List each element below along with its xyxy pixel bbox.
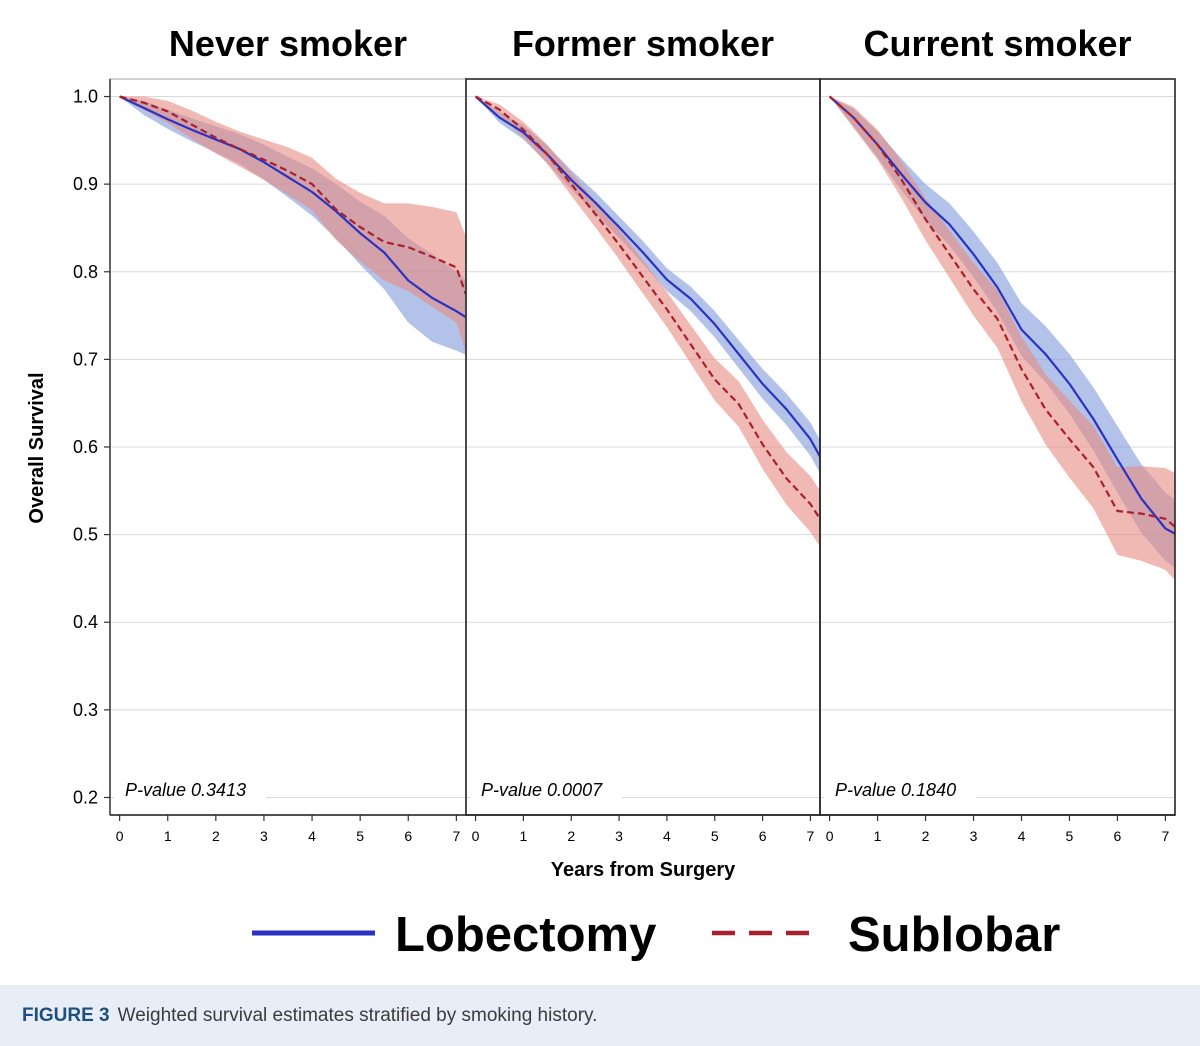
y-tick-label: 0.2 [73, 787, 98, 807]
p-value-background [114, 776, 266, 803]
x-axis-title: Years from Surgery [551, 859, 736, 881]
p-value-label: P-value 0.0007 [481, 780, 603, 800]
x-tick-label: 3 [615, 828, 623, 844]
survival-line-lobectomy [828, 95, 1175, 535]
y-tick-label: 1.0 [73, 87, 98, 107]
y-tick-label: 0.6 [73, 437, 98, 457]
caption-text: Weighted survival estimates stratified b… [117, 1005, 598, 1026]
y-tick-label: 0.9 [73, 174, 98, 194]
x-tick-label: 2 [212, 828, 220, 844]
p-value-label: P-value 0.1840 [835, 780, 956, 800]
p-value-background [470, 776, 622, 803]
legend-label-lobectomy: Lobectomy [395, 908, 656, 962]
panel-title: Former smoker [512, 23, 774, 64]
y-axis-title: Overall Survival [26, 372, 48, 523]
plot-area [119, 95, 466, 355]
survival-line-sublobar [119, 95, 466, 295]
survival-line-lobectomy [474, 95, 820, 458]
x-tick-label: 5 [1066, 828, 1074, 844]
x-tick-label: 6 [404, 828, 412, 844]
x-tick-label: 4 [663, 828, 671, 844]
confidence-band-sublobar [475, 96, 820, 547]
x-tick-label: 7 [807, 828, 815, 844]
panel-title: Never smoker [169, 23, 407, 64]
y-tick-label: 0.4 [73, 612, 98, 632]
panel-title: Current smoker [863, 23, 1131, 64]
x-tick-label: 3 [970, 828, 978, 844]
x-tick-label: 1 [164, 828, 172, 844]
figure-caption: FIGURE 3 Weighted survival estimates stra… [0, 985, 1200, 1046]
x-tick-label: 7 [1162, 828, 1170, 844]
plot-area [828, 95, 1175, 581]
x-tick-label: 7 [452, 828, 460, 844]
confidence-band-sublobar [119, 96, 466, 353]
x-tick-label: 3 [260, 828, 268, 844]
confidence-band-lobectomy [119, 96, 466, 355]
legend: Lobectomy Sublobar [252, 908, 1060, 962]
confidence-band-sublobar [829, 96, 1175, 581]
p-value-background [824, 776, 976, 803]
x-tick-label: 2 [567, 828, 575, 844]
y-tick-label: 0.3 [73, 700, 98, 720]
x-tick-label: 0 [472, 828, 480, 844]
x-tick-label: 0 [116, 828, 124, 844]
legend-label-sublobar: Sublobar [848, 908, 1060, 962]
x-tick-label: 5 [356, 828, 364, 844]
x-tick-label: 6 [1114, 828, 1122, 844]
survival-line-lobectomy [119, 95, 466, 319]
panel-current-smoker: P-value 0.1840 Current smoker 0 1 2 3 4 5 6 7 [819, 23, 1176, 844]
x-tick-label: 4 [1018, 828, 1026, 844]
x-tick-label: 0 [826, 828, 834, 844]
y-tick-label: 0.7 [73, 349, 98, 369]
p-value-label: P-value 0.3413 [125, 780, 246, 800]
panel-former-smoker: P-value 0.0007 Former smoker 0 1 2 3 4 5 6 7 [465, 23, 821, 844]
shared-axes: 1.0 0.9 0.8 0.7 0.6 0.5 0.4 0.3 0.2 [73, 79, 1175, 816]
survival-line-sublobar [828, 95, 1175, 528]
x-tick-label: 5 [711, 828, 719, 844]
survival-line-sublobar [475, 95, 820, 520]
caption-label: FIGURE 3 [22, 1005, 110, 1026]
y-tick-label: 0.5 [73, 525, 98, 545]
plot-area [474, 95, 820, 547]
y-tick-label: 0.8 [73, 262, 98, 282]
panel-never-smoker: P-value 0.3413 Never smoker 0 1 2 3 4 5 6 7 [109, 23, 467, 844]
x-tick-label: 2 [922, 828, 930, 844]
x-tick-label: 4 [308, 828, 316, 844]
x-tick-label: 1 [520, 828, 528, 844]
x-tick-label: 1 [874, 828, 882, 844]
x-tick-label: 6 [759, 828, 767, 844]
